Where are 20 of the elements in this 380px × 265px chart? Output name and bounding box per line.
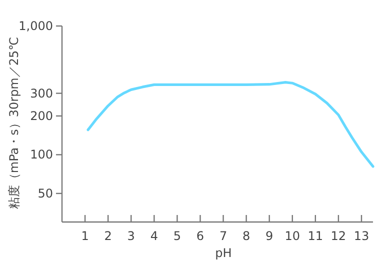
x-tick-label: 4 xyxy=(150,229,158,243)
y-tick-label: 300 xyxy=(30,86,53,100)
y-tick-label: 50 xyxy=(38,186,53,200)
x-tick-label: 9 xyxy=(266,229,274,243)
x-tick-label: 6 xyxy=(196,229,204,243)
x-tick-label: 10 xyxy=(284,229,300,243)
x-tick-label: 7 xyxy=(219,229,228,243)
x-tick-label: 1 xyxy=(81,229,89,243)
y-tick-label: 200 xyxy=(30,108,53,123)
y-tick-label: 100 xyxy=(30,148,53,162)
x-tick-label: 2 xyxy=(104,229,112,243)
y-axis-title: 粘度（mPa・s）30rpm／25℃ xyxy=(7,36,21,210)
x-axis-title: pH xyxy=(215,246,232,260)
x-tick-label: 5 xyxy=(173,229,182,243)
x-tick-label: 11 xyxy=(308,229,324,243)
x-tick-label: 13 xyxy=(354,229,370,243)
y-tick-label: 1,000 xyxy=(18,19,53,33)
x-tick-label: 3 xyxy=(127,229,135,243)
x-tick-label: 12 xyxy=(330,229,346,243)
x-tick-label: 8 xyxy=(242,229,250,243)
